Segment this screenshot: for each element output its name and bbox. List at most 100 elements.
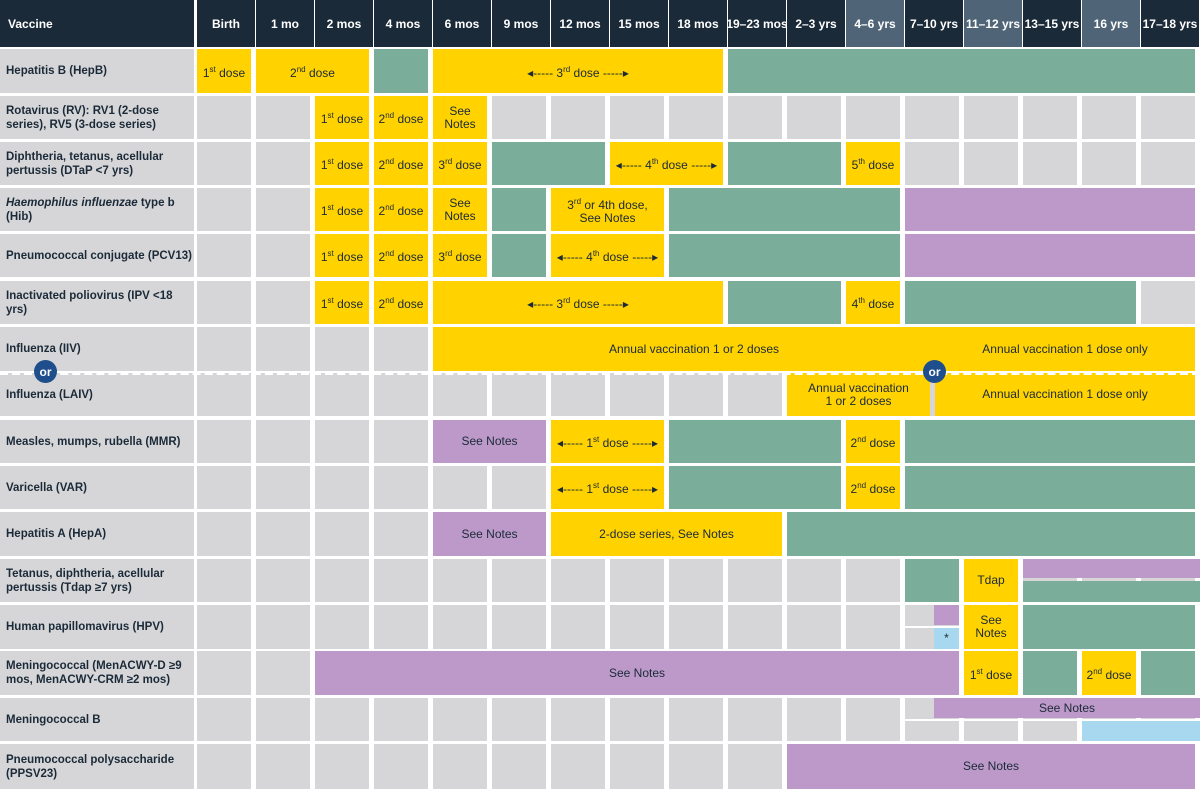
empty-cell	[197, 744, 251, 789]
empty-cell	[315, 327, 369, 371]
vaccine-name-label: Hepatitis B (HepB)	[6, 65, 107, 77]
empty-cell	[905, 96, 959, 139]
hib-dose-3-or-4-text: See Notes	[579, 210, 636, 225]
empty-cell	[610, 559, 664, 602]
hepa-series-text: 2-dose series, See Notes	[599, 526, 734, 541]
empty-cell	[315, 373, 369, 416]
arrow-right-icon: -----▸	[687, 158, 718, 172]
empty-cell	[197, 605, 251, 649]
empty-cell	[551, 373, 605, 416]
empty-cell	[315, 605, 369, 649]
header-age-3: 4 mos	[374, 0, 432, 47]
ipv-dose-3: ◂----- 3rd dose -----▸	[433, 281, 723, 324]
hib-dose-2-text: 2nd dose	[378, 203, 424, 218]
vaccine-name-text: Varicella (VAR)	[6, 481, 87, 495]
rv-dose-2: 2nd dose	[374, 96, 428, 139]
hpv-see-notes-text: See	[980, 613, 1002, 627]
ipv-dose-4-text: 4th dose	[851, 296, 895, 311]
laiv-annual-young-label: Annual vaccination 1 or 2 doses	[808, 381, 909, 408]
vaccine-name-text: Meningococcal (MenACWY-D ≥9 mos, MenACWY…	[6, 659, 194, 687]
rv-dose-1-label: 1st dose	[321, 109, 363, 126]
hepb-dose-2: 2nd dose	[256, 49, 369, 93]
vaccine-name-text: Haemophilus influenzae type b (Hib)	[6, 196, 194, 224]
empty-cell	[256, 327, 310, 371]
pcv-dose-1-label: 1st dose	[321, 247, 363, 264]
dtap-dose-4: ◂----- 4th dose -----▸	[610, 142, 723, 185]
empty-cell	[846, 698, 900, 741]
mmr-see-notes-label: See Notes	[461, 435, 517, 448]
arrow-left-icon: ◂-----	[557, 436, 587, 450]
arrow-right-icon: -----▸	[599, 297, 629, 311]
hepa-see-notes-text: See Notes	[461, 526, 518, 541]
header-age-9: 19–23 mos	[726, 0, 788, 47]
empty-cell	[256, 188, 310, 231]
vaccine-name-row-11: Tetanus, diphtheria, acellular pertussis…	[0, 559, 194, 602]
mmr-see-notes: See Notes	[433, 420, 546, 463]
empty-cell	[433, 605, 487, 649]
empty-cell	[1082, 96, 1136, 139]
arrow-left-icon: ◂-----	[556, 250, 587, 264]
empty-cell	[1141, 96, 1195, 139]
hepa-see-notes-label: See Notes	[461, 526, 518, 541]
hepb-dose-2-label: 2nd dose	[290, 63, 335, 80]
vaccine-name-row-15: Pneumococcal polysaccharide (PPSV23)	[0, 744, 194, 789]
rv-see-notes: See Notes	[433, 96, 487, 139]
empty-cell	[669, 605, 723, 649]
var-dose-1-text: 1st dose	[586, 481, 629, 496]
rv-dose-2-label: 2nd dose	[379, 109, 424, 126]
pcv-dose-2: 2nd dose	[374, 234, 428, 277]
hepa-see-notes: See Notes	[433, 512, 546, 556]
empty-cell	[197, 420, 251, 463]
header-age-8: 18 mos	[669, 0, 727, 47]
hpv-shared-decision-text: *	[944, 631, 949, 645]
menacwy-see-notes-text: See Notes	[608, 665, 666, 680]
ppsv23-see-notes-text: See Notes	[962, 759, 1020, 773]
empty-cell	[256, 281, 310, 324]
header-age-16: 17–18 yrs	[1141, 0, 1199, 47]
empty-cell	[787, 96, 841, 139]
rv-see-notes-text: See Notes	[444, 103, 476, 131]
pcv-dose-3: 3rd dose	[433, 234, 487, 277]
rv-dose-1: 1st dose	[315, 96, 369, 139]
dtap-dose-3-text: 3rd dose	[438, 157, 482, 172]
pcv-catchup-b	[669, 234, 900, 277]
hib-see-notes: See Notes	[433, 188, 487, 231]
header-age-10: 2–3 yrs	[787, 0, 845, 47]
laiv-annual-young-text: 1 or 2 doses	[825, 393, 892, 408]
hib-see-notes-text: See Notes	[444, 195, 476, 223]
empty-cell	[374, 512, 428, 556]
hepb-catchup	[728, 49, 1195, 93]
arrow-right-icon: -----▸	[628, 482, 658, 496]
dtap-dose-4-text: 4th dose	[645, 157, 688, 172]
hepb-dose-3: ◂----- 3rd dose -----▸	[433, 49, 723, 93]
empty-cell	[197, 281, 251, 324]
empty-cell	[197, 512, 251, 556]
pcv-dose-1: 1st dose	[315, 234, 369, 277]
empty-cell	[315, 698, 369, 741]
pcv-catchup-a	[492, 234, 546, 277]
header-age-13: 11–12 yrs	[964, 0, 1022, 47]
vaccine-name-label: Varicella (VAR)	[6, 481, 87, 494]
hpv-see-notes-text: Notes	[975, 626, 1007, 640]
hpv-shared-decision-label: *	[944, 632, 949, 645]
pcv-dose-3-text: 3rd dose	[438, 249, 482, 264]
tdap-catchup-b	[1023, 581, 1200, 602]
empty-cell	[728, 373, 782, 416]
iiv-annual-young: Annual vaccination 1 or 2 doses	[433, 327, 955, 371]
empty-cell	[374, 327, 428, 371]
empty-cell	[610, 744, 664, 789]
mmr-catchup-a	[669, 420, 841, 463]
empty-cell	[1141, 281, 1195, 324]
empty-cell	[669, 744, 723, 789]
header-age-2: 2 mos	[315, 0, 373, 47]
empty-cell	[610, 373, 664, 416]
vaccine-name-text: Meningococcal B	[6, 713, 101, 727]
hepb-catchup-4mos	[374, 49, 428, 93]
vaccine-name-row-8: Measles, mumps, rubella (MMR)	[0, 420, 194, 463]
menb-see-notes-label: See Notes	[1039, 701, 1095, 715]
hepb-dose-1-label: 1st dose	[203, 63, 245, 80]
vaccine-name-text: Pneumococcal polysaccharide (PPSV23)	[6, 753, 194, 781]
menacwy-dose-1-label: 1st dose	[970, 665, 1012, 682]
menacwy-dose-1-text: 1st dose	[969, 666, 1013, 682]
empty-cell	[374, 466, 428, 509]
